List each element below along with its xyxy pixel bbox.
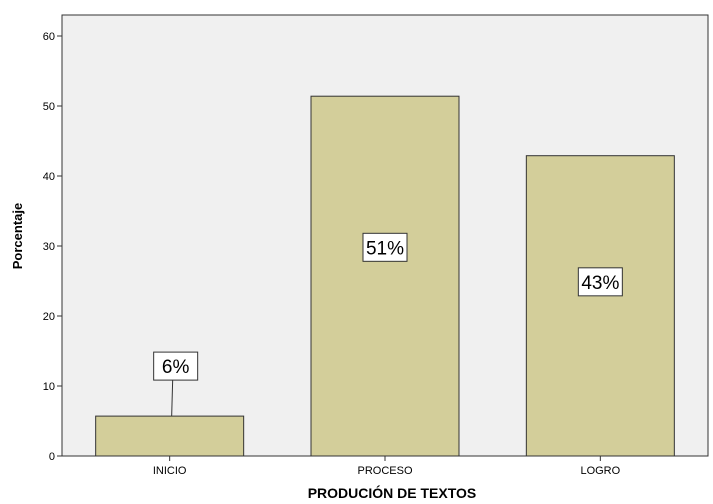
data-label-box <box>362 232 408 262</box>
data-label-box <box>577 267 623 297</box>
x-axis-title: PRODUCIÓN DE TEXTOS <box>308 484 477 501</box>
y-axis-title: Porcentaje <box>10 203 25 269</box>
y-tick-label: 0 <box>49 451 55 463</box>
data-labels: 6% 51% 43% <box>153 232 623 417</box>
x-tick-label: INICIO <box>153 465 187 477</box>
data-label: 43% <box>581 273 619 294</box>
bar-proceso <box>310 95 460 457</box>
x-tick-label: LOGRO <box>580 465 620 477</box>
y-tick-label: 30 <box>43 241 55 253</box>
y-tick-label: 50 <box>43 101 55 113</box>
y-tick-label: 40 <box>43 171 55 183</box>
data-label: 51% <box>366 238 404 259</box>
y-tick-label: 10 <box>43 381 55 393</box>
y-tick-label: 20 <box>43 311 55 323</box>
data-label-box <box>153 351 199 381</box>
bar-inicio <box>95 415 245 457</box>
data-label-leader <box>171 380 174 417</box>
x-axis: INICIO PROCESO LOGRO <box>153 456 621 477</box>
x-tick-label: PROCESO <box>357 465 412 477</box>
y-axis: 0 10 20 30 40 50 60 <box>43 31 62 463</box>
data-label: 6% <box>162 357 190 378</box>
y-tick-label: 60 <box>43 31 55 43</box>
bar-logro <box>525 155 675 457</box>
bars <box>95 95 675 457</box>
